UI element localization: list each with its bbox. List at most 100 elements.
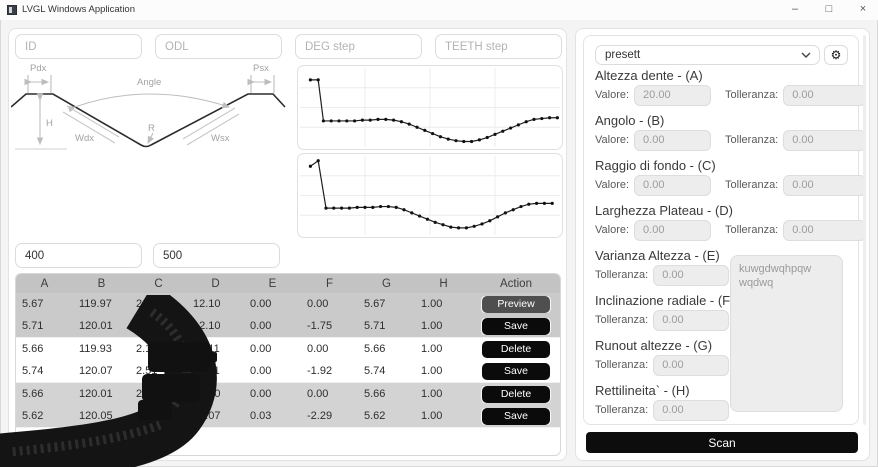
left-param-input-2[interactable] [153, 243, 280, 268]
table-cell: 1.00 [421, 298, 443, 310]
param-section: Altezza dente - (A) Valore: Tolleranza: [584, 68, 867, 106]
table-action-cell: Save [472, 407, 560, 425]
preset-settings-button[interactable]: ⚙ [824, 45, 848, 65]
deg-step-input[interactable] [295, 34, 422, 59]
right-panel: presett ⚙ Altezza dente - (A) Valore: Toll… [575, 28, 870, 461]
table-header-cell: C [154, 277, 163, 290]
table-row: 5.71 120.01 12.10 0.00 -1.75 5.71 1.00 Save [16, 315, 560, 337]
left-panel: Pdx Psx Angle H Wdx Wsx R [8, 28, 567, 461]
table-cell: 120.01 [79, 388, 113, 400]
table-cell: 0.00 [307, 343, 329, 355]
section-title: Varianza Altezza - (E) [595, 248, 720, 263]
tolleranza-input[interactable] [783, 129, 867, 151]
tolleranza-input[interactable] [653, 309, 730, 331]
maximize-button[interactable]: □ [825, 3, 833, 15]
table-row: 5.66 120.01 2.27 12.10 0.00 0.00 5.66 1.00 Delet… [16, 383, 560, 405]
table-row: 5.62 120.05 2. 12.07 0.03 -2.29 5.62 1.00 Save [16, 405, 560, 427]
table-cell: -2.29 [307, 410, 333, 422]
table-cell: 12.07 [193, 410, 221, 422]
diagram-label-pdx: Pdx [30, 63, 47, 74]
notes-textarea[interactable] [730, 255, 843, 412]
table-cell: 5.71 [22, 320, 44, 332]
field-label: Tolleranza: [595, 359, 649, 371]
table-cell: 0.00 [250, 365, 272, 377]
table-cell: 5.71 [364, 320, 386, 332]
delete-button[interactable]: Delete [482, 340, 550, 358]
table-cell: 5.67 [364, 298, 386, 310]
field-label: Tolleranza: [725, 224, 779, 236]
id-input[interactable] [15, 34, 142, 59]
tolleranza-input[interactable] [783, 219, 867, 241]
table-cell: 120.07 [79, 365, 113, 377]
table-action-cell: Save [472, 317, 560, 335]
group-divider [16, 427, 560, 428]
scan-button[interactable]: Scan [586, 432, 858, 453]
tooth-profile-diagram: Pdx Psx Angle H Wdx Wsx R [11, 63, 286, 150]
teeth-step-input[interactable] [435, 34, 562, 59]
title-bar: LVGL Windows Application – □ × [0, 0, 878, 20]
table-header-cell: D [211, 277, 220, 290]
table-header: A B C D E F G H Action [16, 274, 560, 293]
table-cell: 0.00 [250, 320, 272, 332]
field-label: Tolleranza: [725, 179, 779, 191]
tolleranza-input[interactable] [653, 399, 730, 421]
table-cell: 2.1 [136, 343, 152, 355]
table-cell: 5.67 [22, 298, 44, 310]
table-cell: 12.10 [193, 320, 221, 332]
valore-input[interactable] [634, 219, 712, 241]
param-section: Inclinazione radiale - (F) Tolleranza: [584, 293, 860, 331]
section-title: Angolo - (B) [595, 113, 665, 128]
param-section: Varianza Altezza - (E) Tolleranza: [584, 248, 860, 286]
table-cell: 2. [136, 410, 146, 422]
table-cell: 120.01 [79, 320, 113, 332]
save-button[interactable]: Save [482, 407, 550, 425]
field-label: Tolleranza: [595, 404, 649, 416]
group-divider [16, 382, 560, 383]
section-title: Altezza dente - (A) [595, 68, 703, 83]
table-cell: -1.75 [307, 320, 333, 332]
table-cell: 2.27 [136, 388, 158, 400]
table-body: 5.67 119.97 2.00 12.10 0.00 0.00 5.67 1.00 Previ… [16, 293, 560, 428]
table-row: 5.74 120.07 2.51 12.11 0.00 -1.92 5.74 1.00 Save [16, 360, 560, 382]
left-param-input-1[interactable] [15, 243, 142, 268]
table-cell: 0.00 [250, 298, 272, 310]
section-title: Runout altezze - (G) [595, 338, 713, 353]
table-cell: 12.10 [193, 388, 221, 400]
preview-button[interactable]: Preview [482, 295, 550, 313]
table-cell: 0.00 [307, 388, 329, 400]
valore-input[interactable] [634, 174, 712, 196]
param-section: Angolo - (B) Valore: Tolleranza: [584, 113, 867, 151]
param-section: Runout altezze - (G) Tolleranza: [584, 338, 860, 376]
table-cell: -1.92 [307, 365, 333, 377]
table-cell: 5.62 [364, 410, 386, 422]
delete-button[interactable]: Delete [482, 385, 550, 403]
tolleranza-input[interactable] [653, 354, 730, 376]
preset-dropdown[interactable]: presett [595, 45, 820, 65]
table-header-cell: G [382, 277, 391, 290]
close-button[interactable]: × [859, 3, 867, 15]
diagram-label-wdx: Wdx [75, 133, 94, 144]
measurements-table: A B C D E F G H Action 5.67 119.97 2.00 12.10 0.00 0.… [15, 273, 561, 456]
valore-input[interactable] [634, 129, 712, 151]
valore-input[interactable] [634, 84, 712, 106]
chevron-down-icon [801, 52, 811, 58]
right-scrollbar[interactable] [863, 35, 866, 425]
table-action-cell: Delete [472, 340, 560, 358]
save-button[interactable]: Save [482, 317, 550, 335]
tolleranza-input[interactable] [783, 174, 867, 196]
save-button[interactable]: Save [482, 362, 550, 380]
table-cell: 1.00 [421, 365, 443, 377]
field-label: Valore: [595, 134, 630, 146]
tolleranza-input[interactable] [783, 84, 867, 106]
minimize-button[interactable]: – [791, 3, 799, 15]
table-cell: 5.66 [22, 388, 44, 400]
table-header-cell: Action [500, 277, 532, 290]
tolleranza-input[interactable] [653, 264, 730, 286]
table-cell: 5.74 [364, 365, 386, 377]
field-label: Tolleranza: [595, 269, 649, 281]
section-title: Inclinazione radiale - (F) [595, 293, 735, 308]
table-header-cell: E [268, 277, 277, 290]
odl-input[interactable] [155, 34, 282, 59]
gear-icon: ⚙ [830, 48, 842, 62]
